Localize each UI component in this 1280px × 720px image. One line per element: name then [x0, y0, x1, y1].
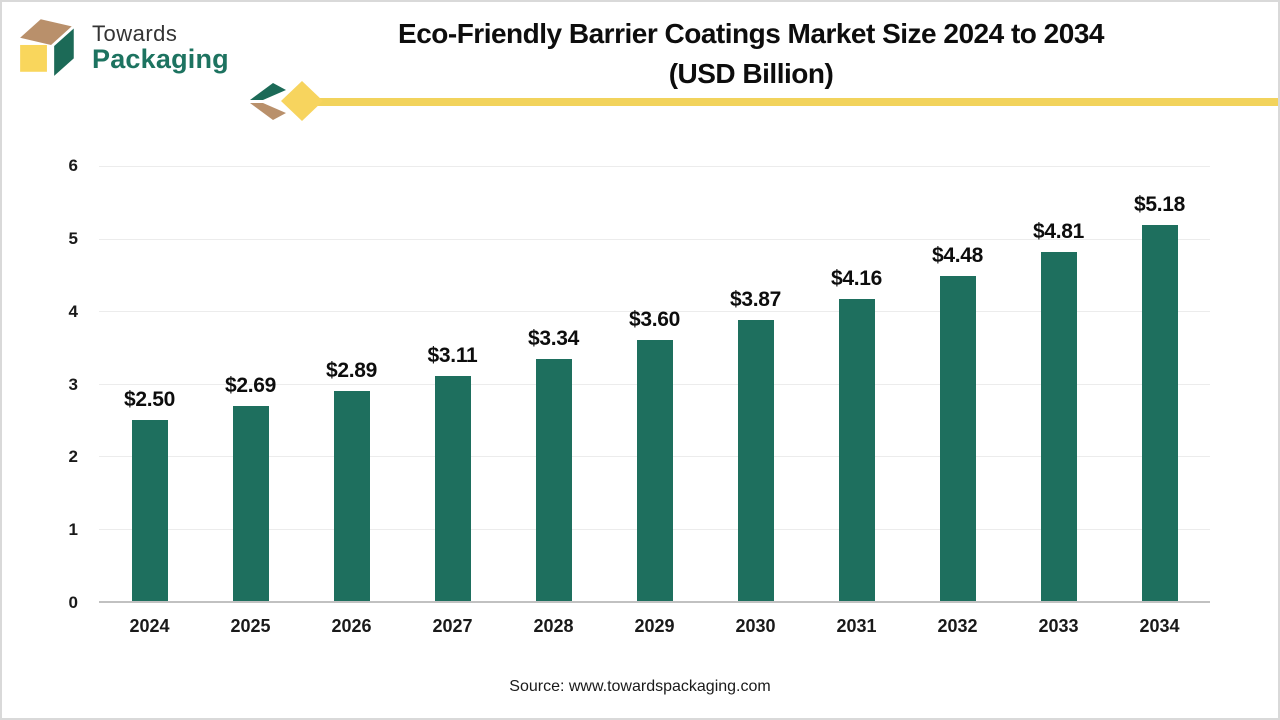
x-tick-label: 2025: [230, 616, 271, 636]
x-tick-label: 2026: [331, 616, 372, 636]
bar: [535, 358, 572, 601]
bar: [1040, 252, 1077, 601]
bar: [333, 391, 370, 601]
y-tick-label: 2: [68, 447, 78, 467]
gridline: [99, 238, 1210, 240]
y-tick-label: 5: [68, 228, 78, 248]
bar: [737, 320, 774, 601]
bar-column: $3.87 2030: [705, 166, 806, 636]
bar-column: $2.50 2024: [99, 166, 200, 636]
bar-value-label: $4.16: [830, 267, 883, 291]
chart-title-line2: (USD Billion): [668, 58, 834, 89]
source-text: Source: www.towardspackaging.com: [509, 678, 771, 695]
bar-value-label: $3.11: [427, 343, 478, 367]
x-tick-label: 2034: [1139, 616, 1180, 636]
bar: [939, 276, 976, 601]
x-tick-label: 2028: [533, 616, 574, 636]
bar-column: $4.16 2031: [806, 166, 907, 636]
bar-column: $2.69 2025: [200, 166, 301, 636]
bar-value-label: $2.50: [123, 387, 176, 411]
y-tick-label: 0: [68, 593, 78, 612]
bar-column: $3.34 2028: [503, 166, 604, 636]
bar-column: $4.48 2032: [907, 166, 1008, 636]
x-tick-label: 2032: [937, 616, 978, 636]
y-tick-label: 3: [68, 374, 78, 394]
bar-column: $2.89 2026: [301, 166, 402, 636]
brand-name-top: Towards: [92, 21, 178, 46]
bar: [838, 299, 875, 601]
bar-value-label: $4.81: [1032, 220, 1085, 244]
logo: Towards Packaging: [16, 14, 229, 78]
x-tick-label: 2024: [129, 616, 170, 636]
x-tick-label: 2027: [432, 616, 473, 636]
divider-diamond-icon: [250, 81, 323, 121]
plot-area: $2.50 2024 $2.69 2025 $2.89 2026 $3.11 2027 $3.3…: [99, 166, 1210, 636]
bar-value-label: $3.87: [729, 288, 782, 312]
x-tick-label: 2030: [735, 616, 776, 636]
x-tick-label: 2033: [1038, 616, 1079, 636]
y-tick-label: 4: [68, 301, 78, 321]
divider-line: [307, 98, 1278, 106]
gridline: [99, 166, 1210, 167]
bar: [434, 375, 471, 601]
y-tick-label: 1: [68, 520, 78, 540]
x-tick-label: 2029: [634, 616, 675, 636]
bar: [232, 405, 269, 601]
logo-text: Towards Packaging: [92, 21, 229, 75]
bar-value-label: $3.34: [527, 326, 580, 350]
bar: [1141, 225, 1178, 601]
bar: [636, 340, 673, 601]
x-tick-label: 2031: [836, 616, 877, 636]
bar-value-label: $5.18: [1133, 193, 1186, 217]
bar: [131, 419, 168, 601]
bar-value-label: $4.48: [931, 244, 984, 268]
bar-column: $4.81 2033: [1008, 166, 1109, 636]
chart-title-line1: Eco-Friendly Barrier Coatings Market Siz…: [398, 18, 1104, 49]
bar-column: $3.11 2027: [402, 166, 503, 636]
bar-value-label: $3.60: [628, 308, 681, 331]
chart-title: Eco-Friendly Barrier Coatings Market Siz…: [232, 14, 1270, 94]
packaging-cube-icon: [20, 19, 74, 76]
gridline: [99, 311, 1210, 313]
y-axis: 0 1 2 3 4 5 6: [2, 156, 82, 612]
bar-value-label: $2.89: [325, 359, 378, 383]
bar-column: $3.60 2029: [604, 166, 705, 636]
bar-value-label: $2.69: [224, 373, 277, 397]
bar-column: $5.18 2034: [1109, 166, 1210, 636]
brand-name-bottom: Packaging: [92, 44, 229, 75]
y-tick-label: 6: [68, 156, 78, 175]
